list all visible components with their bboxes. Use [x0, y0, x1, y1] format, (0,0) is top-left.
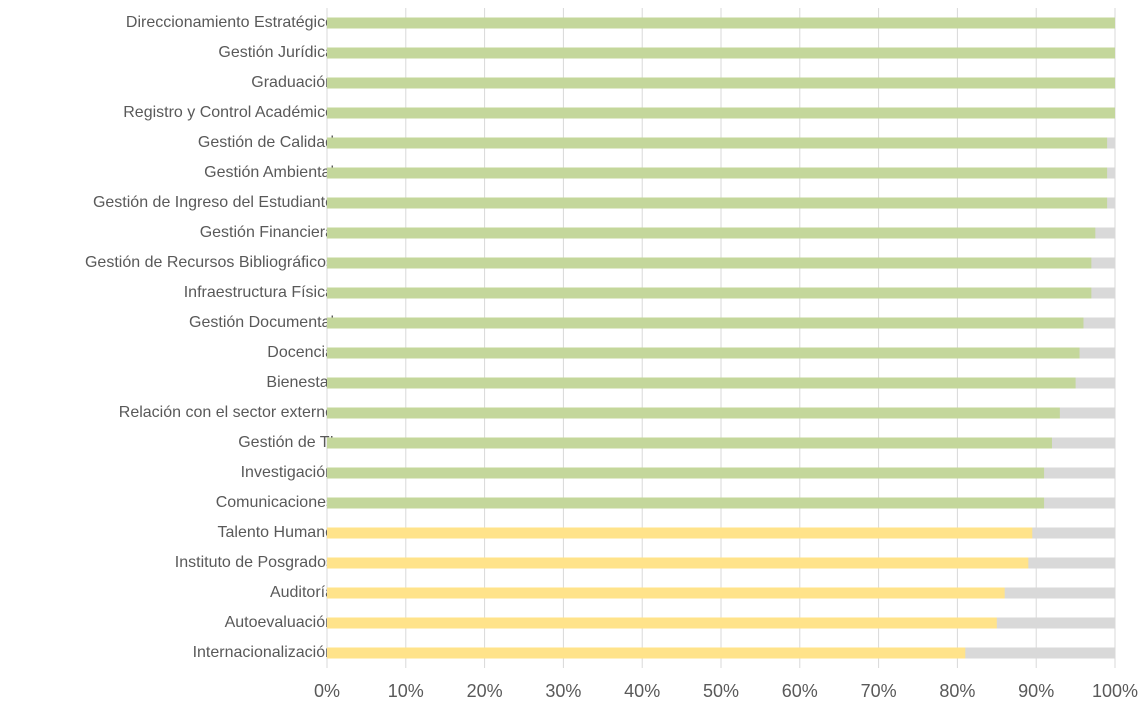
bar: [327, 137, 1108, 149]
bar: [327, 407, 1060, 419]
bar: [327, 317, 1084, 329]
bar: [327, 437, 1052, 449]
bar: [327, 227, 1096, 239]
bar: [327, 257, 1092, 269]
x-tick-label: 20%: [467, 681, 503, 701]
y-tick-label: Gestión de Ingreso del Estudiante: [93, 194, 334, 211]
y-tick-label: Docencia: [267, 344, 334, 361]
y-tick-label: Autoevaluación: [225, 614, 334, 631]
bar: [327, 17, 1115, 29]
x-tick-label: 100%: [1092, 681, 1138, 701]
y-tick-label: Registro y Control Académico: [123, 104, 334, 121]
y-tick-label: Gestión de TI: [238, 434, 334, 451]
bar: [327, 497, 1045, 509]
x-tick-label: 50%: [703, 681, 739, 701]
y-tick-label: Infraestructura Física: [184, 284, 334, 301]
y-tick-label: Graduación: [251, 74, 334, 91]
x-tick-label: 30%: [545, 681, 581, 701]
y-tick-label: Bienestar: [266, 374, 334, 391]
y-tick-label: Relación con el sector externo: [119, 404, 334, 421]
bar: [327, 107, 1115, 119]
bar: [327, 47, 1115, 59]
bar: [327, 347, 1080, 359]
y-tick-label: Gestión de Calidad: [198, 134, 334, 151]
y-tick-label: Auditoría: [270, 584, 334, 601]
x-tick-label: 90%: [1018, 681, 1054, 701]
y-tick-label: Instituto de Posgrados: [175, 554, 334, 571]
y-tick-label: Gestión de Recursos Bibliográficos: [85, 254, 334, 271]
bar: [327, 167, 1108, 179]
x-tick-label: 70%: [861, 681, 897, 701]
y-tick-label: Gestión Financiera: [200, 224, 334, 241]
x-tick-label: 80%: [939, 681, 975, 701]
bar: [327, 287, 1092, 299]
x-tick-label: 40%: [624, 681, 660, 701]
y-tick-label: Comunicaciones: [216, 494, 334, 511]
y-tick-label: Talento Humano: [217, 524, 334, 541]
y-tick-label: Investigación: [241, 464, 334, 481]
bar: [327, 467, 1045, 479]
x-tick-label: 60%: [782, 681, 818, 701]
y-tick-label: Gestión Jurídica: [218, 44, 334, 61]
bar: [327, 527, 1033, 539]
bar: [327, 77, 1115, 89]
y-tick-label: Gestión Ambiental: [204, 164, 334, 181]
bar: [327, 587, 1005, 599]
bar: [327, 377, 1076, 389]
bar: [327, 617, 997, 629]
x-tick-label: 0%: [314, 681, 340, 701]
x-tick-label: 10%: [388, 681, 424, 701]
bar: [327, 557, 1029, 569]
y-tick-label: Direccionamiento Estratégico: [126, 14, 334, 31]
bar: [327, 647, 966, 659]
bar: [327, 197, 1108, 209]
y-tick-label: Gestión Documental: [189, 314, 334, 331]
y-tick-label: Internacionalización: [193, 644, 334, 661]
